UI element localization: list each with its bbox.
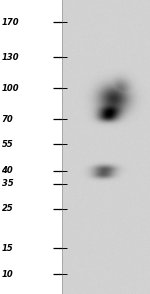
Text: 55: 55 bbox=[2, 140, 13, 148]
Text: 40: 40 bbox=[2, 166, 13, 175]
Text: 35: 35 bbox=[2, 179, 13, 188]
Text: 130: 130 bbox=[2, 53, 19, 62]
Text: 100: 100 bbox=[2, 84, 19, 93]
Text: 10: 10 bbox=[2, 270, 13, 278]
Text: 15: 15 bbox=[2, 244, 13, 253]
Text: 170: 170 bbox=[2, 18, 19, 26]
Text: 70: 70 bbox=[2, 115, 13, 123]
Text: 25: 25 bbox=[2, 204, 13, 213]
Bar bbox=[0, 0, 62, 294]
